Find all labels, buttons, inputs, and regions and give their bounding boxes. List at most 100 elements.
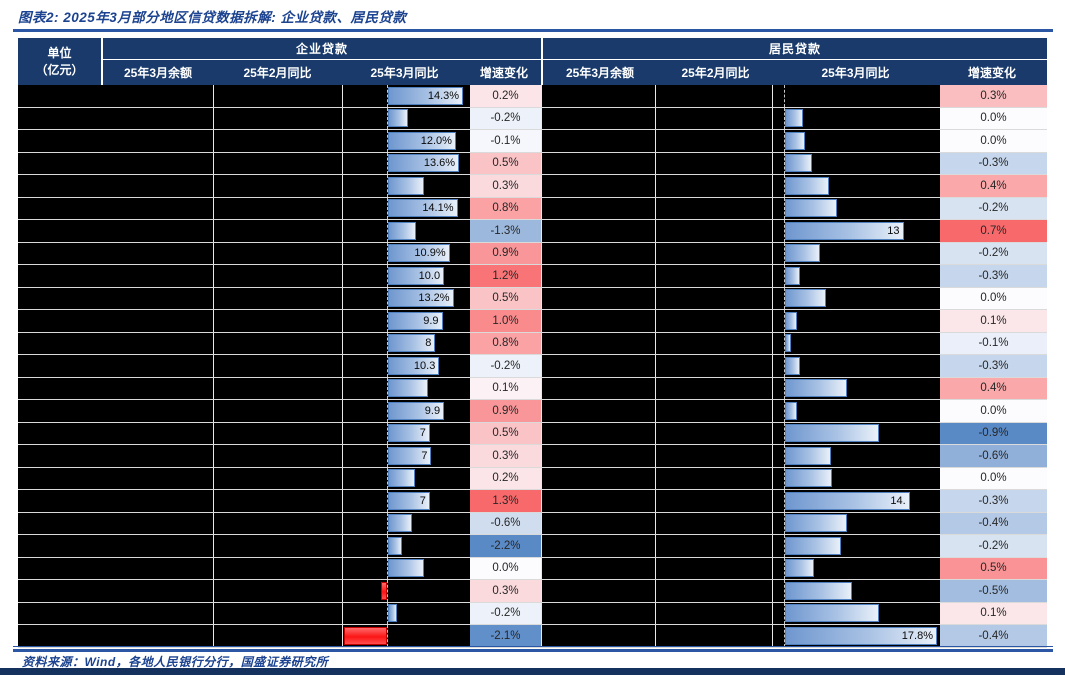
table-row: 10.0 1.2% -0.3%	[18, 265, 1047, 288]
ent-balance-cell	[103, 310, 213, 332]
res-mar-yoy-bar-cell	[772, 355, 937, 377]
positive-bar-zone: 12.0%	[387, 130, 467, 152]
region-name-cell	[18, 287, 103, 309]
res-feb-yoy-cell	[655, 355, 772, 377]
ent-balance-cell	[103, 422, 213, 444]
res-mar-yoy-bar-cell	[772, 85, 937, 107]
ent-mar-yoy-bar-cell	[342, 467, 467, 489]
bar-value-label: 12.0%	[420, 134, 452, 147]
ent-balance-cell	[103, 377, 213, 399]
data-bar	[785, 199, 837, 217]
res-feb-yoy-cell	[655, 445, 772, 467]
ent-feb-yoy-cell	[213, 602, 342, 624]
data-bar	[388, 176, 425, 195]
region-name-cell	[18, 580, 103, 602]
delta-value: 0.5%	[470, 287, 541, 309]
negative-bar-zone	[773, 490, 784, 512]
positive-bar-zone	[784, 107, 937, 129]
bar-value-label: 8	[425, 337, 432, 349]
positive-bar-zone	[784, 242, 937, 264]
negative-bar-zone	[773, 400, 784, 422]
delta-value: 0.9%	[470, 400, 541, 422]
negative-bar-zone	[343, 85, 387, 107]
res-balance-cell	[541, 580, 655, 602]
res-mar-yoy-bar-cell	[772, 467, 937, 489]
table-row: 0.3% -0.5%	[18, 580, 1047, 603]
negative-bar-zone	[773, 153, 784, 175]
data-bar	[785, 469, 833, 487]
data-bar: 10.3	[388, 356, 440, 375]
delta-value: -2.1%	[470, 625, 541, 647]
ent-feb-yoy-cell	[213, 220, 342, 242]
region-name-cell	[18, 377, 103, 399]
ent-balance-cell	[103, 332, 213, 354]
delta-value: -0.9%	[940, 422, 1047, 444]
ent-balance-cell	[103, 265, 213, 287]
data-bar	[388, 559, 425, 577]
res-feb-yoy-cell	[655, 107, 772, 129]
bar-value-label: 13	[887, 224, 900, 237]
positive-bar-zone	[784, 265, 937, 287]
positive-bar-zone: 14.1%	[387, 197, 467, 219]
positive-bar-zone: 17.8%	[784, 625, 937, 647]
delta-value: -0.2%	[940, 242, 1047, 264]
ent-balance-cell	[103, 197, 213, 219]
delta-value: -0.1%	[470, 130, 541, 152]
res-balance-cell	[541, 107, 655, 129]
negative-bar-zone	[343, 558, 387, 580]
positive-bar-zone	[387, 625, 467, 647]
bar-value-label: 7	[421, 449, 428, 462]
ent-feb-yoy-cell	[213, 512, 342, 534]
bar-value-label: 9.9	[424, 404, 441, 417]
ent-balance-cell	[103, 580, 213, 602]
region-name-cell	[18, 197, 103, 219]
positive-bar-zone: 9.9	[387, 310, 467, 332]
negative-bar-zone	[773, 535, 784, 557]
delta-value: -0.5%	[940, 580, 1047, 602]
res-balance-cell	[541, 287, 655, 309]
positive-bar-zone	[784, 175, 937, 197]
res-balance-cell	[541, 265, 655, 287]
ent-mar-yoy-bar-cell	[342, 625, 467, 647]
data-bar	[388, 514, 412, 532]
negative-bar-zone	[343, 153, 387, 175]
bar-value-label: 14.3%	[427, 89, 460, 102]
ent-balance-cell	[103, 152, 213, 174]
bar-value-label: 13.6%	[423, 157, 456, 169]
negative-bar-zone	[773, 355, 784, 377]
negative-bar-zone	[773, 220, 784, 242]
positive-bar-zone	[387, 535, 467, 557]
ent-mar-yoy-bar-cell: 14.1%	[342, 197, 467, 219]
ent-mar-yoy-bar-cell	[342, 602, 467, 624]
region-name-cell	[18, 535, 103, 557]
res-feb-yoy-cell	[655, 602, 772, 624]
res-mar-yoy-bar-cell: 17.8%	[772, 625, 937, 647]
delta-value: 0.3%	[470, 175, 541, 197]
negative-bar-zone	[773, 85, 784, 107]
res-balance-cell	[541, 152, 655, 174]
col-ent-feb-yoy: 25年2月同比	[243, 66, 312, 80]
bar-value-label: 10.3	[413, 359, 436, 372]
res-mar-yoy-bar-cell	[772, 152, 937, 175]
res-balance-cell	[541, 130, 655, 152]
res-mar-yoy-bar-cell	[772, 557, 937, 579]
positive-bar-zone: 9.9	[387, 400, 467, 422]
ent-balance-cell	[103, 602, 213, 624]
ent-feb-yoy-cell	[213, 265, 342, 287]
res-balance-cell	[541, 602, 655, 624]
table-row: 9.9 0.9% 0.0%	[18, 400, 1047, 423]
negative-bar-zone	[343, 378, 387, 400]
delta-value: 0.3%	[470, 445, 541, 467]
res-mar-yoy-bar-cell	[772, 602, 937, 624]
ent-delta-cell: 0.5%	[467, 422, 541, 444]
data-bar: 10.0	[388, 266, 445, 285]
data-bar	[785, 244, 820, 262]
ent-mar-yoy-bar-cell: 10.9%	[342, 242, 467, 264]
col-ent-balance: 25年3月余额	[123, 66, 193, 80]
delta-value: 0.5%	[940, 557, 1047, 579]
positive-bar-zone	[784, 422, 937, 444]
res-delta-cell: 0.1%	[937, 602, 1047, 624]
ent-feb-yoy-cell	[213, 445, 342, 467]
table-row: 8 0.8% -0.1%	[18, 332, 1047, 355]
